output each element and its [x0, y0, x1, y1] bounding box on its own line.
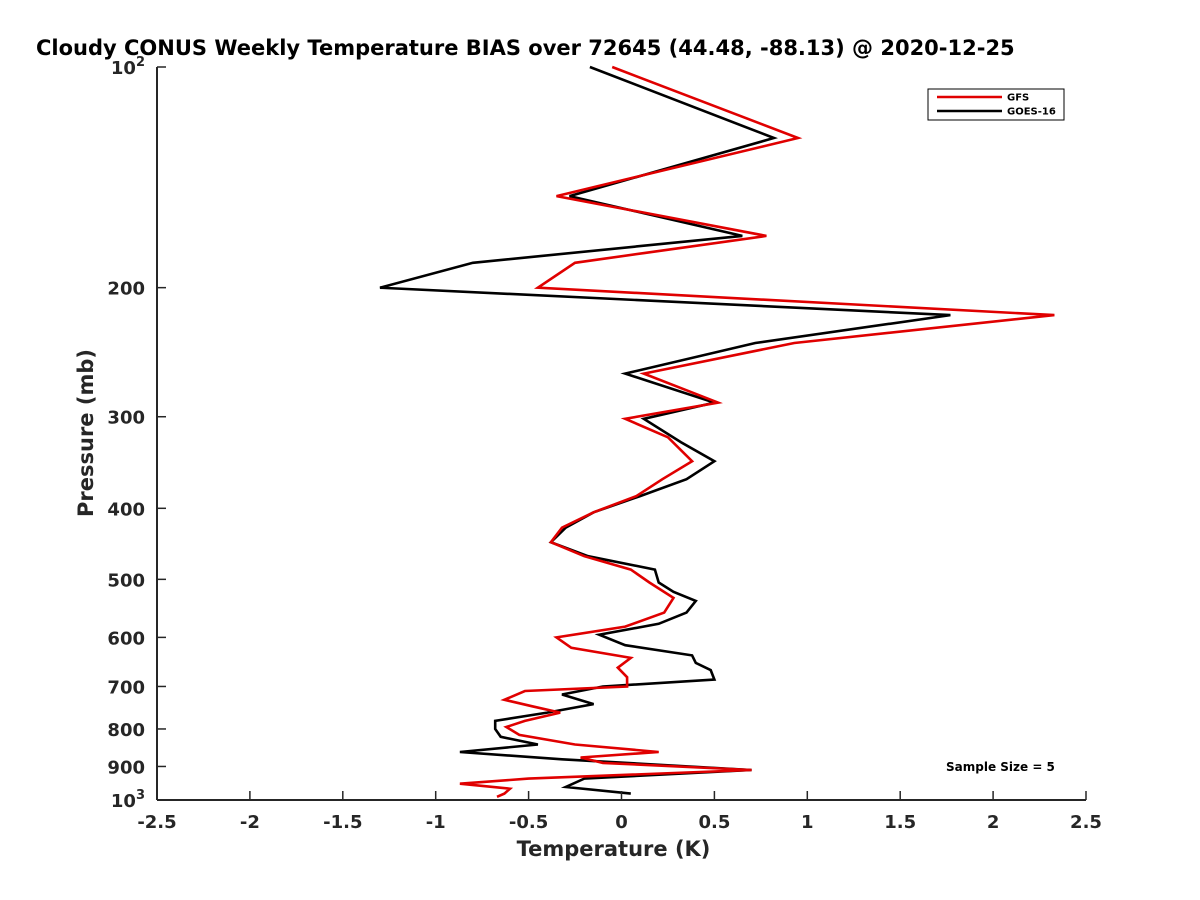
x-tick-label: -0.5	[509, 812, 548, 833]
x-tick-label: 0	[615, 812, 628, 833]
y-tick-label: 200	[107, 279, 145, 300]
legend-label: GFS	[1007, 93, 1029, 104]
y-tick-label: 102	[111, 55, 145, 79]
x-axis-label: Temperature (K)	[517, 837, 711, 861]
y-tick-label: 600	[107, 628, 145, 649]
x-tick-label: -2	[240, 812, 260, 833]
y-tick-label: 500	[107, 570, 145, 591]
x-tick-label: 2	[987, 812, 1000, 833]
x-tick-label: -2.5	[137, 812, 176, 833]
series-line-gfs	[459, 65, 1055, 798]
legend-box	[927, 88, 1065, 121]
sample-size-annotation: Sample Size = 5	[946, 760, 1055, 774]
x-tick-label: -1	[426, 812, 446, 833]
x-tick-label: -1.5	[323, 812, 362, 833]
legend-label: GOES-16	[1007, 107, 1056, 118]
plot-area	[157, 67, 1086, 800]
x-tick-label: 1	[801, 812, 814, 833]
y-tick-label: 800	[107, 720, 145, 741]
legend: GFS GOES-16	[927, 88, 1065, 121]
y-tick-label: 103	[111, 788, 145, 812]
x-tick-label: 1.5	[884, 812, 916, 833]
series-line-goes16	[379, 65, 951, 795]
x-tick-label: 0.5	[698, 812, 730, 833]
y-tick-label: 400	[107, 499, 145, 520]
series-layer	[379, 65, 1055, 798]
chart-title: Cloudy CONUS Weekly Temperature BIAS ove…	[36, 36, 1015, 60]
ticks: -2.5 -2 -1.5 -1 -0.5 0 0.5 1 1.5 2 2.5 102 200 300 400…	[107, 55, 1102, 833]
y-axis-label: Pressure (mb)	[74, 349, 98, 517]
y-tick-label: 700	[107, 677, 145, 698]
x-tick-label: 2.5	[1070, 812, 1102, 833]
y-tick-label: 900	[107, 757, 145, 778]
y-tick-label: 300	[107, 408, 145, 429]
